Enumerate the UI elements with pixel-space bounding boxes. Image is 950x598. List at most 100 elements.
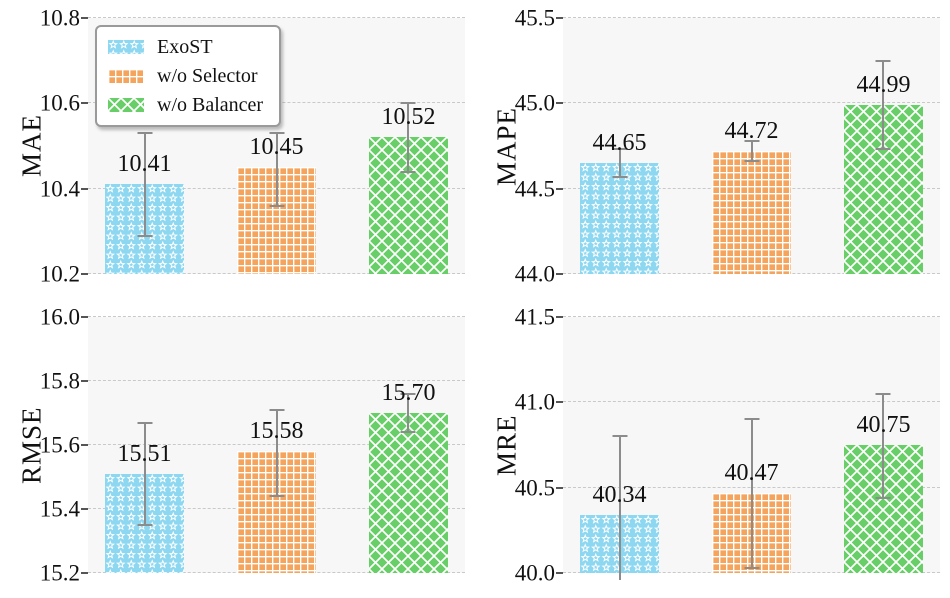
- y-tick-mark: [81, 572, 88, 574]
- error-bar-line: [618, 436, 621, 580]
- error-bar-line: [618, 149, 621, 177]
- error-bar-cap-bottom: [744, 160, 759, 163]
- legend-item-exost: ExoST: [108, 35, 263, 59]
- bar-value-label: 44.99: [856, 72, 911, 99]
- y-tick-mark: [556, 316, 563, 318]
- y-tick-mark: [556, 187, 563, 190]
- plot-area: 44.65 44.72 44.99: [563, 17, 940, 275]
- bar-value-label: 40.34: [592, 481, 647, 508]
- y-tick-label: 16.0: [39, 304, 80, 330]
- error-bar-line: [143, 133, 146, 236]
- legend-label: w/o Balancer: [157, 94, 264, 116]
- y-tick-mark: [81, 316, 88, 318]
- crosshatch-swatch: [108, 98, 144, 112]
- subplot-rmse: RMSE 15.51 15.58 15.70 16.0 15.8 15.6 15.4 15.2: [0, 299, 475, 598]
- error-bar-line: [275, 409, 278, 497]
- error-bar-cap-top: [137, 132, 153, 135]
- bar-value-label: 10.45: [249, 134, 304, 161]
- error-bar-cap-top: [875, 59, 891, 62]
- gridline: [563, 401, 940, 403]
- plot-area: 15.51 15.58 15.70: [88, 316, 465, 574]
- legend-item-w-o-selector: w/o Selector: [108, 64, 263, 88]
- bar-value-label: 15.58: [249, 418, 304, 445]
- bar-w-o-balancer: [369, 413, 448, 573]
- y-tick-mark: [81, 187, 88, 190]
- bar-value-label: 15.70: [381, 380, 436, 406]
- y-tick-label: 10.6: [39, 90, 80, 116]
- y-tick-label: 40.0: [514, 560, 555, 586]
- gridline: [563, 17, 940, 18]
- error-bar-line: [750, 140, 753, 162]
- bar-value-label: 40.75: [856, 412, 911, 438]
- error-bar-cap-top: [400, 392, 416, 395]
- subplot-mre: MRE 40.34 40.47 40.75 41.5 41.0 40.5 40.0: [475, 299, 950, 598]
- y-tick-label: 10.2: [39, 261, 80, 287]
- subplot-mape: MAPE 44.65 44.72 44.99 45.5 45.0 44.5 44.0: [475, 0, 950, 299]
- error-bar-cap-bottom: [269, 495, 284, 498]
- y-tick-mark: [81, 273, 88, 275]
- error-bar-cap-top: [137, 421, 153, 424]
- y-axis-title-mre: MRE: [491, 414, 522, 476]
- y-axis-title-mae: MAE: [16, 114, 47, 178]
- error-bar-cap-top: [612, 435, 628, 438]
- error-bar-cap-top: [744, 418, 759, 421]
- bar-value-label: 44.65: [592, 130, 647, 157]
- legend-label: ExoST: [157, 36, 213, 58]
- error-bar-line: [882, 60, 885, 150]
- bar-value-label: 40.47: [724, 459, 779, 486]
- error-bar-line: [407, 393, 410, 433]
- gridline: [88, 17, 465, 18]
- error-bar-cap-top: [875, 392, 891, 395]
- y-tick-mark: [81, 17, 88, 19]
- grid-hatch-swatch: [108, 69, 144, 83]
- legend: ExoST w/o Selector w/o Balancer: [95, 25, 282, 127]
- y-tick-label: 45.5: [514, 5, 555, 31]
- error-bar-cap-bottom: [612, 175, 628, 178]
- gridline: [563, 102, 940, 104]
- error-bar-cap-top: [269, 132, 284, 135]
- error-bar-line: [407, 103, 410, 172]
- y-tick-label: 10.8: [39, 5, 80, 31]
- error-bar-cap-bottom: [137, 524, 153, 526]
- error-bar-cap-top: [612, 148, 628, 151]
- error-bar-line: [882, 393, 885, 498]
- bar-value-label: 10.52: [381, 104, 436, 131]
- y-tick-mark: [556, 102, 563, 105]
- error-bar-cap-bottom: [875, 496, 891, 499]
- y-tick-mark: [556, 273, 563, 275]
- y-tick-label: 15.6: [39, 432, 80, 458]
- bar-w-o-selector: [712, 151, 791, 275]
- y-tick-label: 41.0: [514, 389, 555, 415]
- error-bar-cap-top: [744, 139, 759, 142]
- error-bar-line: [275, 133, 278, 206]
- y-tick-label: 45.0: [514, 90, 555, 116]
- legend-label: w/o Selector: [157, 65, 258, 87]
- bar-value-label: 44.72: [724, 118, 779, 145]
- y-tick-label: 41.5: [514, 304, 555, 330]
- y-tick-mark: [556, 486, 563, 489]
- plot-area: 40.34 40.47 40.75: [563, 316, 940, 580]
- error-bar-cap-bottom: [400, 431, 416, 434]
- error-bar-line: [750, 419, 753, 568]
- y-axis-title-mape: MAPE: [491, 106, 522, 186]
- y-tick-mark: [81, 508, 88, 510]
- error-bar-cap-top: [269, 408, 284, 411]
- star-hatch-swatch: [108, 40, 144, 54]
- y-tick-label: 44.0: [514, 261, 555, 287]
- y-tick-mark: [81, 380, 88, 382]
- y-tick-label: 44.5: [514, 176, 555, 202]
- y-tick-mark: [81, 444, 88, 446]
- bar-exost: [580, 163, 659, 275]
- y-tick-mark: [81, 102, 88, 105]
- y-tick-mark: [556, 17, 563, 19]
- y-tick-label: 10.4: [39, 176, 80, 202]
- legend-item-w-o-balancer: w/o Balancer: [108, 93, 263, 117]
- error-bar-cap-top: [400, 102, 416, 105]
- gridline: [563, 316, 940, 317]
- y-tick-mark: [556, 572, 563, 574]
- gridline: [88, 380, 465, 381]
- error-bar-line: [143, 422, 146, 525]
- subplot-mae: MAE 10.41 10.45 10.52 10.8 10.6 10.4 10.2 ExoST w…: [0, 0, 475, 299]
- y-tick-mark: [556, 401, 563, 404]
